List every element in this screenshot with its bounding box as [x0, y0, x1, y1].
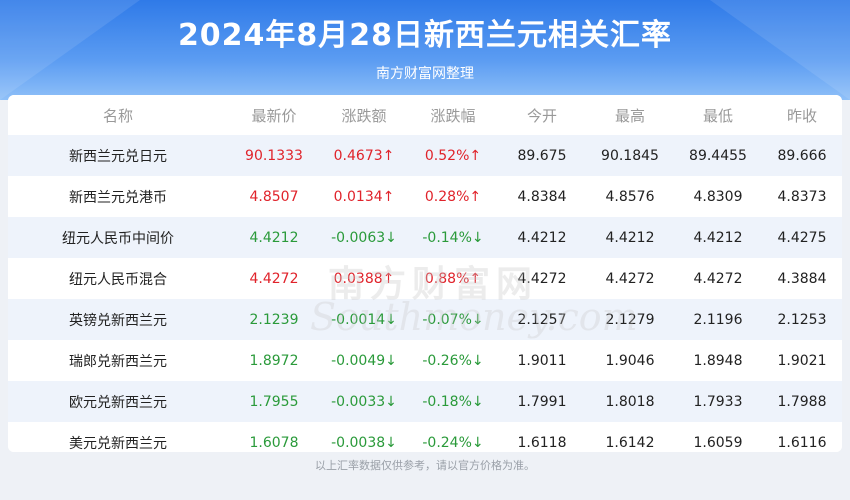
cell-name: 欧元兑新西兰元	[8, 381, 228, 422]
cell-high: 1.8018	[586, 381, 674, 422]
cell-name: 纽元人民币中间价	[8, 217, 228, 258]
cell-name: 美元兑新西兰元	[8, 422, 228, 452]
cell-high: 4.4272	[586, 258, 674, 299]
cell-change: -0.0038↓	[320, 422, 408, 452]
cell-latest: 2.1239	[228, 299, 320, 340]
cell-pct: 0.52%↑	[408, 135, 498, 176]
cell-prev: 4.8373	[762, 176, 842, 217]
cell-low: 1.7933	[674, 381, 762, 422]
cell-open: 89.675	[498, 135, 586, 176]
column-header-low: 最低	[674, 95, 762, 135]
table-row: 纽元人民币混合 4.4272 0.0388↑ 0.88%↑ 4.4272 4.4272 4.…	[8, 258, 842, 299]
table-header-row: 名称 最新价 涨跌额 涨跌幅 今开 最高 最低 昨收	[8, 95, 842, 135]
table-row: 瑞郎兑新西兰元 1.8972 -0.0049↓ -0.26%↓ 1.9011 1.9046…	[8, 340, 842, 381]
rates-table: 名称 最新价 涨跌额 涨跌幅 今开 最高 最低 昨收 新西兰元兑日元 90.133…	[8, 95, 842, 452]
cell-pct: -0.18%↓	[408, 381, 498, 422]
cell-high: 4.8576	[586, 176, 674, 217]
cell-prev: 2.1253	[762, 299, 842, 340]
banner-decoration-left	[0, 0, 140, 100]
cell-open: 1.9011	[498, 340, 586, 381]
cell-prev: 1.9021	[762, 340, 842, 381]
cell-high: 4.4212	[586, 217, 674, 258]
cell-pct: -0.26%↓	[408, 340, 498, 381]
table-row: 欧元兑新西兰元 1.7955 -0.0033↓ -0.18%↓ 1.7991 1.8018…	[8, 381, 842, 422]
column-header-latest: 最新价	[228, 95, 320, 135]
table-row: 英镑兑新西兰元 2.1239 -0.0014↓ -0.07%↓ 2.1257 2.1279…	[8, 299, 842, 340]
cell-open: 1.7991	[498, 381, 586, 422]
cell-low: 2.1196	[674, 299, 762, 340]
cell-low: 1.8948	[674, 340, 762, 381]
cell-high: 1.6142	[586, 422, 674, 452]
cell-change: -0.0033↓	[320, 381, 408, 422]
cell-prev: 1.7988	[762, 381, 842, 422]
cell-high: 90.1845	[586, 135, 674, 176]
column-header-open: 今开	[498, 95, 586, 135]
cell-pct: 0.28%↑	[408, 176, 498, 217]
cell-change: -0.0049↓	[320, 340, 408, 381]
column-header-high: 最高	[586, 95, 674, 135]
cell-change: 0.4673↑	[320, 135, 408, 176]
cell-pct: -0.24%↓	[408, 422, 498, 452]
page-title: 2024年8月28日新西兰元相关汇率	[177, 18, 673, 53]
cell-low: 4.8309	[674, 176, 762, 217]
cell-low: 89.4455	[674, 135, 762, 176]
column-header-prev: 昨收	[762, 95, 842, 135]
cell-low: 4.4272	[674, 258, 762, 299]
footer-note: 以上汇率数据仅供参考，请以官方价格为准。	[315, 459, 535, 472]
cell-low: 1.6059	[674, 422, 762, 452]
cell-low: 4.4212	[674, 217, 762, 258]
rates-card: 名称 最新价 涨跌额 涨跌幅 今开 最高 最低 昨收 新西兰元兑日元 90.133…	[8, 95, 842, 452]
cell-latest: 1.6078	[228, 422, 320, 452]
cell-high: 2.1279	[586, 299, 674, 340]
cell-latest: 90.1333	[228, 135, 320, 176]
column-header-pct: 涨跌幅	[408, 95, 498, 135]
cell-open: 4.4212	[498, 217, 586, 258]
cell-name: 英镑兑新西兰元	[8, 299, 228, 340]
column-header-change: 涨跌额	[320, 95, 408, 135]
page-subtitle: 南方财富网整理	[376, 66, 474, 82]
table-body: 新西兰元兑日元 90.1333 0.4673↑ 0.52%↑ 89.675 90.1845…	[8, 135, 842, 452]
cell-pct: -0.07%↓	[408, 299, 498, 340]
cell-name: 瑞郎兑新西兰元	[8, 340, 228, 381]
cell-prev: 1.6116	[762, 422, 842, 452]
cell-change: -0.0014↓	[320, 299, 408, 340]
cell-latest: 4.4272	[228, 258, 320, 299]
cell-prev: 89.666	[762, 135, 842, 176]
table-row: 新西兰元兑日元 90.1333 0.4673↑ 0.52%↑ 89.675 90.1845…	[8, 135, 842, 176]
cell-change: -0.0063↓	[320, 217, 408, 258]
table-row: 美元兑新西兰元 1.6078 -0.0038↓ -0.24%↓ 1.6118 1.6142…	[8, 422, 842, 452]
header-banner: 2024年8月28日新西兰元相关汇率 南方财富网整理	[0, 0, 850, 100]
cell-open: 2.1257	[498, 299, 586, 340]
cell-prev: 4.3884	[762, 258, 842, 299]
cell-name: 纽元人民币混合	[8, 258, 228, 299]
banner-decoration-right	[710, 0, 850, 100]
cell-open: 1.6118	[498, 422, 586, 452]
table-row: 新西兰元兑港币 4.8507 0.0134↑ 0.28%↑ 4.8384 4.8576 4.…	[8, 176, 842, 217]
cell-latest: 4.4212	[228, 217, 320, 258]
cell-latest: 1.8972	[228, 340, 320, 381]
table-row: 纽元人民币中间价 4.4212 -0.0063↓ -0.14%↓ 4.4212 4.421…	[8, 217, 842, 258]
cell-name: 新西兰元兑港币	[8, 176, 228, 217]
cell-open: 4.8384	[498, 176, 586, 217]
cell-pct: -0.14%↓	[408, 217, 498, 258]
column-header-name: 名称	[8, 95, 228, 135]
cell-change: 0.0134↑	[320, 176, 408, 217]
cell-latest: 1.7955	[228, 381, 320, 422]
cell-latest: 4.8507	[228, 176, 320, 217]
cell-open: 4.4272	[498, 258, 586, 299]
cell-change: 0.0388↑	[320, 258, 408, 299]
cell-prev: 4.4275	[762, 217, 842, 258]
cell-pct: 0.88%↑	[408, 258, 498, 299]
cell-name: 新西兰元兑日元	[8, 135, 228, 176]
cell-high: 1.9046	[586, 340, 674, 381]
